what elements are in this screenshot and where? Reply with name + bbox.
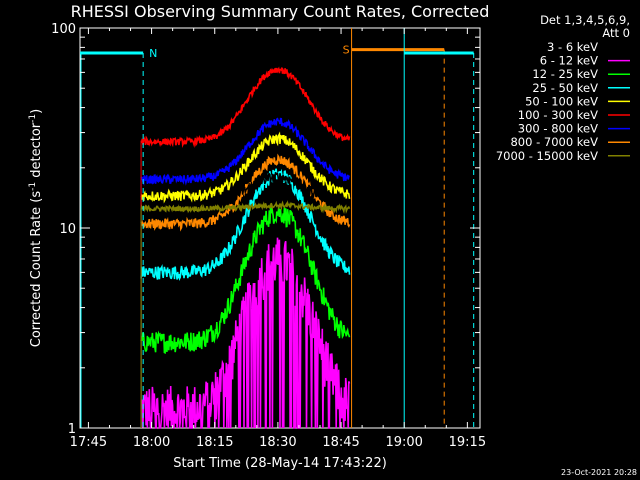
y-tick-label-0: 1 [68, 422, 76, 437]
x-tick-label-0: 17:45 [70, 435, 107, 450]
series-line-5 [140, 66, 351, 148]
y-tick-label-2: 100 [51, 22, 76, 37]
legend-label-2: 12 - 25 keV [532, 67, 598, 81]
marker-label-1: S [343, 44, 350, 57]
x-tick-label-4: 18:45 [322, 435, 359, 450]
x-tick-label-6: 19:15 [449, 435, 486, 450]
y-axis-label-end: ) [29, 109, 44, 114]
legend-header-2: Att 0 [602, 26, 630, 40]
chart-title: RHESSI Observing Summary Count Rates, Co… [71, 2, 490, 21]
y-axis-ticks: 1 10 100 [51, 22, 480, 437]
y-tick-label-1: 10 [59, 222, 76, 237]
marker-label-0: N [149, 47, 157, 60]
legend-label-7: 800 - 7000 keV [510, 135, 598, 149]
legend-label-8: 7000 - 15000 keV [496, 149, 598, 163]
y-axis-label: Corrected Count Rate (s-1 detector-1) [28, 109, 44, 347]
legend-label-6: 300 - 800 keV [518, 122, 598, 136]
x-axis-label: Start Time (28-May-14 17:43:22) [173, 456, 387, 471]
x-axis-ticks: 17:45 18:00 18:15 18:30 18:45 19:00 19:15 [70, 28, 486, 450]
x-tick-label-5: 19:00 [385, 435, 422, 450]
y-axis-label-sup1: -1 [28, 182, 38, 191]
timestamp: 23-Oct-2021 20:28 [561, 468, 637, 477]
legend-label-3: 25 - 50 keV [532, 81, 598, 95]
legend-label-4: 50 - 100 keV [525, 94, 598, 108]
legend-label-5: 100 - 300 keV [518, 108, 598, 122]
series-line-1 [140, 237, 351, 429]
x-tick-label-1: 18:00 [133, 435, 170, 450]
y-axis-label-mid: detector [29, 122, 44, 182]
series-layer [140, 66, 351, 429]
y-axis-label-main: Corrected Count Rate (s [29, 191, 44, 348]
legend-label-0: 3 - 6 keV [547, 40, 598, 54]
series-line-4 [140, 131, 351, 204]
x-tick-label-3: 18:30 [259, 435, 296, 450]
y-axis-label-sup2: -1 [28, 114, 38, 123]
series-line-6 [140, 117, 351, 186]
series-line-2 [140, 205, 351, 354]
x-tick-label-2: 18:15 [196, 435, 233, 450]
legend-header-1: Det 1,3,4,5,6,9, [540, 13, 630, 27]
series-line-3 [140, 168, 351, 281]
series-line-8 [140, 200, 351, 215]
legend-label-1: 6 - 12 keV [540, 54, 598, 68]
